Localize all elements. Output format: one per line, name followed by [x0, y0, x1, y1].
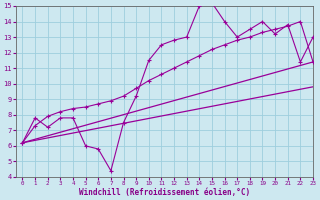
X-axis label: Windchill (Refroidissement éolien,°C): Windchill (Refroidissement éolien,°C) [79, 188, 250, 197]
